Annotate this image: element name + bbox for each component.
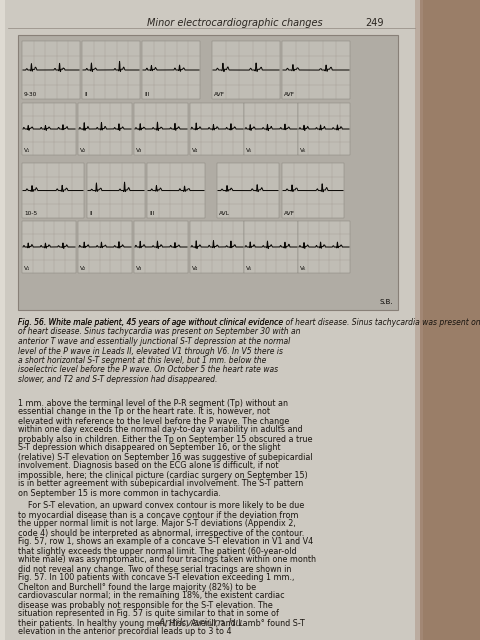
Text: within one day exceeds the normal day-to-day variability in adults and: within one day exceeds the normal day-to… — [18, 426, 302, 435]
Text: elevated with reference to the level before the P wave. The change: elevated with reference to the level bef… — [18, 417, 289, 426]
Text: disease was probably not responsible for the S-T elevation. The: disease was probably not responsible for… — [18, 600, 273, 609]
Text: AVF: AVF — [214, 92, 225, 97]
Text: AVL: AVL — [219, 211, 230, 216]
Text: did not reveal any change. Two of these serial tracings are shown in: did not reveal any change. Two of these … — [18, 564, 291, 573]
Bar — [82, 41, 140, 99]
Bar — [190, 103, 244, 155]
Text: II: II — [84, 92, 87, 97]
Text: isoelectric level before the P wave. On October 5 the heart rate was: isoelectric level before the P wave. On … — [18, 365, 278, 374]
Text: Fig. 56. White male patient, 45 years of age without clinical evidence: Fig. 56. White male patient, 45 years of… — [18, 318, 283, 327]
Bar — [244, 221, 298, 273]
Text: Chelton and Burchell° found the large majority (82%) to be: Chelton and Burchell° found the large ma… — [18, 582, 256, 591]
Text: of heart disease. Sinus tachycardia was present on September 30 with an: of heart disease. Sinus tachycardia was … — [18, 328, 300, 337]
Bar — [298, 221, 350, 273]
Bar — [415, 0, 423, 640]
Text: V₅: V₅ — [246, 148, 252, 153]
Text: V₃: V₃ — [136, 148, 143, 153]
Bar — [0, 0, 420, 640]
Text: 249: 249 — [365, 18, 384, 28]
Text: 9-30: 9-30 — [24, 92, 37, 97]
Text: V₆: V₆ — [300, 148, 306, 153]
Bar — [298, 103, 350, 155]
Text: (relative) S-T elevation on September 16 was suggestive of subepicardial: (relative) S-T elevation on September 16… — [18, 452, 312, 461]
Text: involvement. Diagnosis based on the ECG alone is difficult, if not: involvement. Diagnosis based on the ECG … — [18, 461, 278, 470]
Bar — [142, 41, 200, 99]
Text: V₂: V₂ — [80, 266, 86, 271]
Text: elevation in the anterior precordial leads up to 3 to 4: elevation in the anterior precordial lea… — [18, 627, 231, 637]
Text: 10-5: 10-5 — [24, 211, 37, 216]
Text: a short horizontal S-T segment at this level, but 1 mm. below the: a short horizontal S-T segment at this l… — [18, 356, 266, 365]
Text: V₄: V₄ — [192, 148, 198, 153]
Text: Fig. 57, row 1, shows an example of a concave S-T elevation in V1 and V4: Fig. 57, row 1, shows an example of a co… — [18, 538, 313, 547]
Text: on September 15 is more common in tachycardia.: on September 15 is more common in tachyc… — [18, 488, 221, 497]
Text: V₁: V₁ — [24, 148, 30, 153]
Bar — [87, 163, 145, 218]
Text: situation represented in Fig. 57 is quite similar to that in some of: situation represented in Fig. 57 is quit… — [18, 609, 279, 618]
Text: II: II — [89, 211, 93, 216]
Text: V₂: V₂ — [80, 148, 86, 153]
Text: III: III — [149, 211, 154, 216]
Bar — [18, 35, 398, 310]
Text: that slightly exceeds the upper normal limit. The patient (60-year-old: that slightly exceeds the upper normal l… — [18, 547, 297, 556]
Text: For S-T elevation, an upward convex contour is more likely to be due: For S-T elevation, an upward convex cont… — [18, 502, 304, 511]
Bar — [78, 221, 132, 273]
Bar — [78, 103, 132, 155]
Text: AVF: AVF — [284, 92, 295, 97]
Text: V₃: V₃ — [136, 266, 143, 271]
Text: essential change in the Tp or the heart rate. It is, however, not: essential change in the Tp or the heart … — [18, 408, 270, 417]
Text: V₄: V₄ — [192, 266, 198, 271]
Text: white male) was asymptomatic, and four tracings taken within one month: white male) was asymptomatic, and four t… — [18, 556, 316, 564]
Text: to myocardial disease than is a concave contour if the deviation from: to myocardial disease than is a concave … — [18, 511, 299, 520]
Bar — [22, 163, 84, 218]
Text: Antikvarium.hu: Antikvarium.hu — [157, 618, 242, 628]
Text: Fig. 56. White male patient, 45 years of age without clinical evidence of heart : Fig. 56. White male patient, 45 years of… — [18, 318, 480, 327]
Text: III: III — [144, 92, 149, 97]
Bar — [147, 163, 205, 218]
Text: S-T depression which disappeared on September 16, or the slight: S-T depression which disappeared on Sept… — [18, 444, 280, 452]
Text: S.B.: S.B. — [379, 299, 393, 305]
Bar — [244, 103, 298, 155]
Bar — [217, 163, 279, 218]
Bar — [22, 103, 76, 155]
Bar — [282, 163, 344, 218]
Bar — [134, 103, 188, 155]
Text: is in better agreement with subepicardial involvement. The S-T pattern: is in better agreement with subepicardia… — [18, 479, 303, 488]
Text: code 4) should be interpreted as abnormal, irrespective of the contour.: code 4) should be interpreted as abnorma… — [18, 529, 304, 538]
Text: AVF: AVF — [284, 211, 295, 216]
Text: the upper normal limit is not large. Major S-T deviations (Appendix 2,: the upper normal limit is not large. Maj… — [18, 520, 296, 529]
Bar — [190, 221, 244, 273]
Bar — [22, 221, 76, 273]
Bar — [282, 41, 350, 99]
Text: V₁: V₁ — [24, 266, 30, 271]
Bar — [22, 41, 80, 99]
Text: slower, and T2 and S-T depression had disappeared.: slower, and T2 and S-T depression had di… — [18, 375, 217, 384]
Text: Minor electrocardiographic changes: Minor electrocardiographic changes — [147, 18, 323, 28]
Text: their patients. In healthy young men, Hiss, Averill, and Lamb° found S-T: their patients. In healthy young men, Hi… — [18, 618, 305, 627]
Text: level of the P wave in Leads II, elevated V1 through V6. In V5 there is: level of the P wave in Leads II, elevate… — [18, 346, 283, 355]
Text: cardiovascular normal; in the remaining 18%, the existent cardiac: cardiovascular normal; in the remaining … — [18, 591, 285, 600]
Bar — [420, 0, 480, 640]
Text: probably also in children. Either the Tp on September 15 obscured a true: probably also in children. Either the Tp… — [18, 435, 312, 444]
Text: V₅: V₅ — [246, 266, 252, 271]
Text: V₆: V₆ — [300, 266, 306, 271]
Bar — [134, 221, 188, 273]
Bar — [212, 41, 280, 99]
Text: 1 mm. above the terminal level of the P-R segment (Tp) without an: 1 mm. above the terminal level of the P-… — [18, 399, 288, 408]
Text: anterior T wave and essentially junctional S-T depression at the normal: anterior T wave and essentially junction… — [18, 337, 290, 346]
Text: impossible, here; the clinical picture (cardiac surgery on September 15): impossible, here; the clinical picture (… — [18, 470, 308, 479]
Text: Fig. 57. In 100 patients with concave S-T elevation exceeding 1 mm.,: Fig. 57. In 100 patients with concave S-… — [18, 573, 294, 582]
Bar — [0, 0, 5, 640]
